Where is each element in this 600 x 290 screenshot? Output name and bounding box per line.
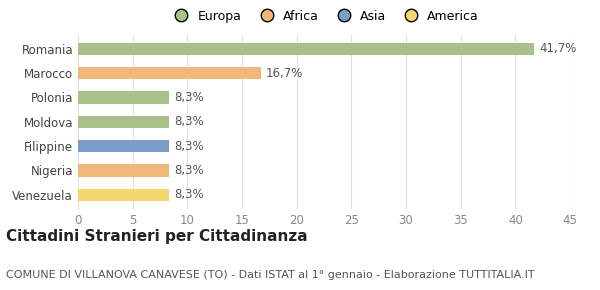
Text: 16,7%: 16,7% (266, 67, 304, 80)
Bar (78, 67, 260, 79)
Text: 8,3%: 8,3% (174, 91, 204, 104)
Text: 8,3%: 8,3% (174, 164, 204, 177)
Legend: Europa, Africa, Asia, America: Europa, Africa, Asia, America (166, 7, 482, 25)
Text: 8,3%: 8,3% (174, 188, 204, 201)
Bar (78, 189, 169, 201)
Bar (78, 140, 169, 152)
Text: 8,3%: 8,3% (174, 115, 204, 128)
Text: Cittadini Stranieri per Cittadinanza: Cittadini Stranieri per Cittadinanza (6, 229, 308, 244)
Text: COMUNE DI VILLANOVA CANAVESE (TO) - Dati ISTAT al 1° gennaio - Elaborazione TUTT: COMUNE DI VILLANOVA CANAVESE (TO) - Dati… (6, 270, 535, 280)
Bar (78, 164, 169, 177)
Bar (78, 116, 169, 128)
Bar (78, 91, 169, 104)
Bar (78, 43, 534, 55)
Text: 41,7%: 41,7% (539, 42, 577, 55)
Text: 8,3%: 8,3% (174, 140, 204, 153)
